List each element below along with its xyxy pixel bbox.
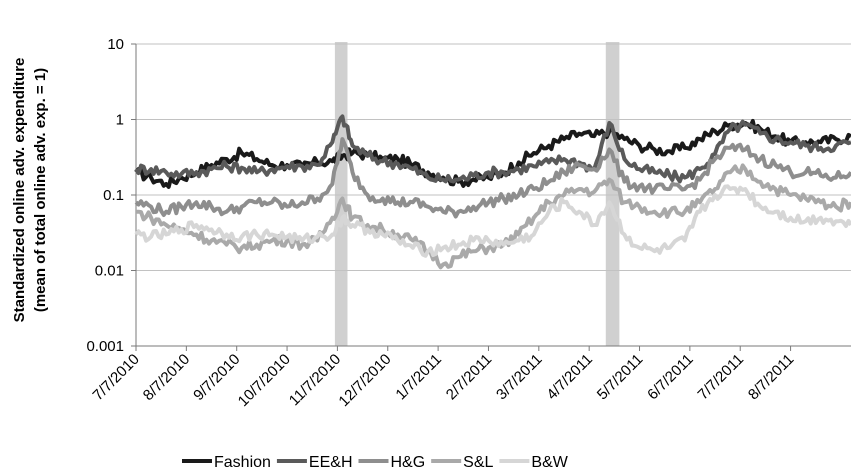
series-line-fashion [134, 118, 851, 189]
y-axis-title-line-2: (mean of total online adv. exp. = 1) [32, 68, 49, 312]
x-tick-label: 4/7/2011 [543, 351, 596, 404]
series-line-ee-h [134, 114, 851, 184]
x-tick-label: 1/7/2011 [392, 351, 445, 404]
shaded-periods [334, 42, 620, 346]
y-tick-label: 0.1 [103, 187, 124, 204]
shaded-period-1 [334, 42, 348, 346]
x-tick-label: 8/7/2010 [140, 351, 193, 404]
series-line-b-w [134, 184, 851, 258]
axes [131, 43, 851, 351]
x-tick-label: 11/7/2010 [286, 351, 344, 409]
y-tick-label: 0.001 [86, 338, 124, 355]
legend-label-ee-h: EE&H [309, 454, 353, 471]
series-lines [134, 114, 851, 270]
x-tick-label: 2/7/2011 [443, 351, 496, 404]
y-tick-labels: 10 1 0.1 0.01 0.001 [86, 36, 124, 355]
x-tick-label: 12/7/2010 [335, 351, 394, 410]
x-tick-label: 7/7/2011 [695, 351, 748, 404]
y-tick-label: 10 [107, 36, 124, 53]
x-tick-label: 7/7/2010 [90, 351, 143, 404]
legend-label-b-w: B&W [531, 454, 568, 471]
legend-label-s-l: S&L [463, 454, 493, 471]
x-tick-labels: 7/7/20108/7/20109/7/201010/7/201011/7/20… [90, 351, 798, 410]
gridlines [136, 43, 851, 347]
x-tick-label: 5/7/2011 [594, 351, 647, 404]
x-tick-label: 6/7/2011 [644, 351, 697, 404]
x-tick-label: 3/7/2011 [493, 351, 546, 404]
y-tick-label: 1 [116, 112, 124, 129]
y-tick-label: 0.01 [95, 263, 124, 280]
x-tick-label: 8/7/2011 [745, 351, 798, 404]
series-line-s-l [136, 163, 851, 270]
y-axis-title-line-1: Standardized online adv. expenditure [11, 58, 28, 323]
legend-label-fashion: Fashion [214, 454, 271, 471]
legend: Fashion EE&H H&G S&L B&W [182, 454, 569, 471]
legend-label-h-g: H&G [391, 454, 426, 471]
series-line-h-g [134, 137, 851, 219]
x-tick-label: 10/7/2010 [235, 351, 294, 410]
shaded-period-2 [605, 42, 620, 346]
